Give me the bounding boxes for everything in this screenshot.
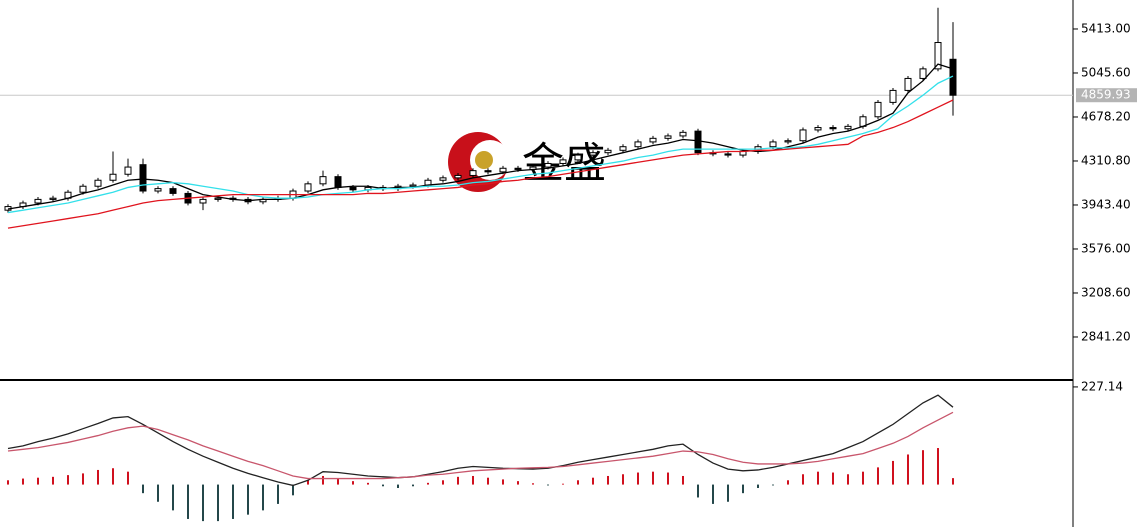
last-price-box: [1076, 88, 1137, 103]
logo-coin: [475, 151, 493, 169]
indicator-line: [7, 99, 954, 229]
candle-body: [694, 130, 702, 154]
y-tick-label: 4310.80: [1081, 153, 1131, 167]
candle-body: [409, 184, 417, 187]
candle-body: [874, 101, 882, 118]
candle-body: [934, 42, 942, 70]
candle-body: [574, 154, 582, 161]
candle-body: [454, 174, 462, 179]
candle-body: [799, 129, 807, 142]
candle-body: [604, 149, 612, 154]
candle-body: [214, 197, 222, 200]
indicator-line: [7, 411, 954, 480]
candle-body: [199, 198, 207, 204]
candle-body: [784, 140, 792, 143]
y-tick-label: 5413.00: [1081, 21, 1131, 35]
candle-body: [559, 159, 567, 164]
candle-body: [304, 183, 312, 192]
candle-body: [439, 177, 447, 181]
y-tick-label: 3576.00: [1081, 241, 1131, 255]
y-tick-label: 4678.20: [1081, 109, 1131, 123]
candle-body: [829, 127, 837, 130]
candle-body: [109, 173, 117, 181]
candle-body: [844, 125, 852, 130]
y-tick-label: 3208.60: [1081, 285, 1131, 299]
candle-body: [469, 170, 477, 176]
indicator-line: [7, 394, 954, 487]
candle-body: [724, 153, 732, 156]
candle-body: [649, 137, 657, 143]
candle-body: [904, 77, 912, 91]
candle-body: [514, 167, 522, 170]
candle-body: [619, 146, 627, 151]
candle-body: [349, 186, 357, 191]
candle-body: [79, 185, 87, 193]
indicator-line: [7, 75, 954, 214]
candle-body: [499, 167, 507, 173]
y-tick-label: 5045.60: [1081, 65, 1131, 79]
candle-body: [664, 135, 672, 139]
candle-body: [769, 141, 777, 148]
candle-body: [94, 179, 102, 187]
candle-body: [589, 152, 597, 156]
candle-body: [889, 89, 897, 103]
candle-body: [34, 198, 42, 204]
candle-body: [154, 188, 162, 192]
candle-body: [49, 197, 57, 200]
candle-body: [544, 162, 552, 168]
candle-body: [334, 176, 342, 188]
last-price-label: 4859.93: [1081, 88, 1131, 102]
candle-body: [814, 127, 822, 131]
candle-body: [169, 188, 177, 194]
candle-body: [484, 170, 492, 173]
indicator-line: [7, 63, 954, 210]
candle-body: [679, 131, 687, 137]
y-tick-label: 227.14: [1081, 379, 1123, 393]
y-tick-label: 3943.40: [1081, 197, 1131, 211]
candle-body: [124, 166, 132, 175]
candle-body: [634, 141, 642, 148]
candle-body: [919, 68, 927, 79]
y-tick-label: 2841.20: [1081, 329, 1131, 343]
candle-body: [139, 164, 147, 192]
candle-body: [319, 176, 327, 185]
